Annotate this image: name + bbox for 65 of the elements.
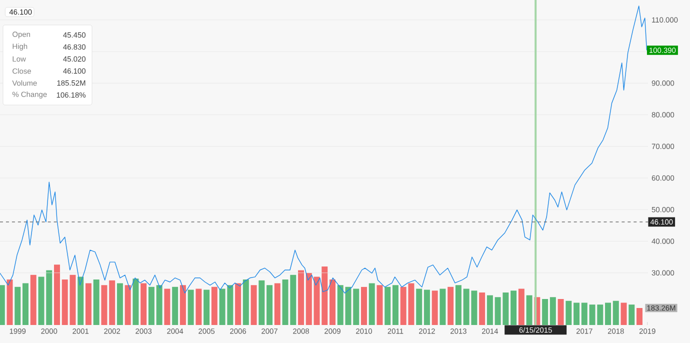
bar	[574, 302, 580, 325]
bar	[14, 286, 21, 325]
bar	[124, 285, 131, 325]
bar	[432, 290, 438, 325]
bar	[242, 280, 249, 325]
bar	[486, 295, 493, 325]
bar	[148, 286, 154, 325]
bar	[510, 290, 517, 325]
bar	[180, 285, 186, 325]
bar	[211, 286, 218, 325]
bar	[172, 286, 178, 325]
bar	[140, 283, 147, 325]
bar	[132, 278, 139, 325]
bar	[416, 288, 422, 325]
bar	[0, 285, 5, 325]
bar	[448, 286, 454, 325]
bar	[188, 290, 194, 325]
bar	[6, 280, 13, 325]
bar	[612, 300, 619, 325]
bar	[424, 290, 430, 325]
bar	[566, 300, 572, 325]
bar	[455, 285, 462, 325]
bar	[101, 285, 108, 325]
bar	[542, 299, 548, 325]
bar	[337, 285, 344, 325]
bar	[235, 283, 242, 325]
bar	[440, 288, 446, 325]
bar	[22, 283, 28, 325]
bar	[46, 270, 52, 325]
bar	[156, 285, 162, 325]
bar	[628, 304, 635, 325]
bar	[605, 302, 612, 325]
bar	[93, 280, 100, 325]
bar	[54, 264, 60, 325]
bar	[38, 276, 44, 325]
bar	[266, 285, 273, 325]
bar	[581, 302, 588, 325]
bar	[30, 274, 36, 325]
bar	[392, 285, 398, 325]
bar	[258, 280, 265, 325]
bar	[384, 286, 391, 325]
bar	[636, 308, 642, 325]
bar	[78, 276, 84, 325]
bar	[526, 295, 532, 325]
bar	[345, 286, 352, 325]
bar	[109, 280, 116, 325]
bar	[274, 283, 280, 325]
bar	[368, 283, 375, 325]
bar	[330, 280, 336, 325]
bar	[298, 270, 304, 325]
bar	[85, 283, 92, 325]
bar	[550, 297, 556, 325]
bar	[361, 286, 367, 325]
bar	[204, 290, 210, 325]
bar	[116, 283, 123, 325]
bar	[518, 288, 524, 325]
bar	[558, 299, 564, 325]
bar	[620, 302, 627, 325]
bar	[479, 292, 486, 325]
bar	[306, 273, 312, 325]
bar	[196, 288, 202, 325]
bar	[353, 288, 360, 325]
bar	[164, 288, 170, 325]
bar	[250, 285, 257, 325]
bar	[376, 285, 383, 325]
